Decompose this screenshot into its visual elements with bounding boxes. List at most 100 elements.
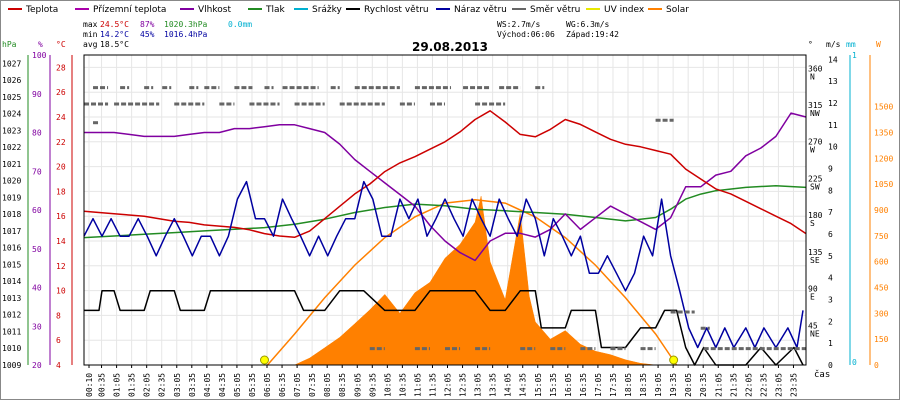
- wind-tick-label: 3: [828, 296, 833, 305]
- time-tick-label: 11:05: [413, 373, 422, 397]
- direction-tick-degrees: 270: [808, 138, 823, 147]
- stats-ws: WS:2.7m/s: [497, 20, 541, 29]
- pressure-tick-label: 1025: [2, 93, 21, 102]
- pressure-tick-label: 1019: [2, 193, 21, 202]
- wind-tick-label: 5: [828, 252, 833, 261]
- direction-tick-degrees: 315: [808, 101, 823, 110]
- solar-tick-label: 1200: [874, 154, 893, 163]
- solar-theoretical-line: [266, 198, 678, 366]
- pressure-tick-label: 1022: [2, 143, 21, 152]
- time-tick-label: 01:35: [128, 373, 137, 397]
- legend-label: Srážky: [312, 5, 343, 15]
- time-tick-label: 12:35: [459, 373, 468, 397]
- pressure-tick-label: 1014: [2, 277, 21, 286]
- time-tick-label: 07:05: [293, 373, 302, 397]
- direction-tick-name: SW: [810, 182, 820, 191]
- time-tick-label: 19:05: [654, 373, 663, 397]
- time-tick-label: 00:10: [85, 373, 94, 397]
- wind-tick-label: 13: [828, 77, 838, 86]
- humidity-tick-label: 20: [32, 361, 42, 370]
- time-tick-label: 09:35: [368, 373, 377, 397]
- solar-tick-label: 600: [874, 258, 889, 267]
- time-tick-label: 03:05: [173, 373, 182, 397]
- direction-tick-degrees: 45: [808, 321, 818, 330]
- stats-max-temp: 24.5°C: [100, 20, 129, 29]
- wind-tick-label: 4: [828, 274, 833, 283]
- solar-tick-label: 1350: [874, 129, 893, 138]
- stats-sunset: Západ:19:42: [566, 30, 619, 39]
- direction-tick-degrees: 360: [808, 64, 823, 73]
- legend-label: Rychlost větru: [364, 5, 429, 15]
- temperature-tick-label: 6: [56, 336, 61, 345]
- time-tick-label: 21:35: [729, 373, 738, 397]
- wind-tick-label: 6: [828, 230, 833, 239]
- solar-tick-label: 1050: [874, 180, 893, 189]
- temperature-tick-label: 12: [56, 262, 66, 271]
- direction-tick-degrees: 90: [808, 285, 818, 294]
- time-tick-label: 17:05: [594, 373, 603, 397]
- pressure-tick-label: 1009: [2, 361, 21, 370]
- time-tick-label: 06:05: [263, 373, 272, 397]
- wind-tick-label: 7: [828, 208, 833, 217]
- temperature-tick-label: 18: [56, 187, 66, 196]
- line-series: [83, 110, 807, 366]
- time-tick-label: 00:35: [98, 373, 107, 397]
- time-tick-label: 10:05: [383, 373, 392, 397]
- pressure-tick-label: 1024: [2, 110, 21, 119]
- legend-label: Náraz větru: [454, 5, 507, 15]
- stats-min-label: min: [83, 30, 98, 39]
- solar-tick-label: 900: [874, 206, 889, 215]
- pressure-tick-label: 1013: [2, 294, 21, 303]
- time-tick-label: 13:35: [489, 373, 498, 397]
- time-tick-label: 23:35: [789, 373, 798, 397]
- humidity-axis-unit: %: [38, 40, 43, 49]
- pressure-line: [83, 184, 807, 239]
- direction-tick-name: E: [810, 293, 815, 302]
- rain-tick-label: 1: [852, 51, 857, 60]
- wind-tick-label: 9: [828, 165, 833, 174]
- time-tick-label: 17:35: [609, 373, 618, 397]
- uv-marker: [260, 355, 269, 365]
- humidity-tick-label: 30: [32, 322, 42, 331]
- humidity-line: [84, 112, 807, 262]
- stats-min-press: 1016.4hPa: [164, 30, 208, 39]
- wind-tick-label: 14: [828, 55, 838, 64]
- time-tick-label: 01:05: [113, 373, 122, 397]
- chart-title: 29.08.2013: [412, 40, 488, 54]
- pressure-axis-unit: hPa: [2, 40, 17, 49]
- pressure-tick-label: 1026: [2, 76, 21, 85]
- humidity-tick-label: 100: [32, 51, 47, 60]
- uv-markers: [260, 355, 679, 365]
- pressure-tick-label: 1015: [2, 260, 21, 269]
- stats-wg: WG:6.3m/s: [566, 20, 610, 29]
- solar-tick-label: 0: [874, 361, 879, 370]
- pressure-tick-label: 1027: [2, 59, 21, 68]
- time-tick-label: 02:05: [143, 373, 152, 397]
- wind-direction-series: [84, 86, 806, 351]
- time-tick-label: 22:35: [759, 373, 768, 397]
- temperature-tick-label: 22: [56, 138, 66, 147]
- temperature-tick-label: 16: [56, 212, 66, 221]
- header: 29.08.2013 max 24.5°C 87% 1020.3hPa 0.0m…: [83, 20, 619, 54]
- pressure-tick-label: 1018: [2, 210, 21, 219]
- legend-label: Přízemní teplota: [93, 5, 166, 15]
- time-tick-label: 16:35: [579, 373, 588, 397]
- direction-tick-name: NW: [810, 109, 820, 118]
- direction-tick-name: S: [810, 219, 815, 228]
- direction-tick-name: NE: [810, 329, 820, 338]
- time-tick-label: 07:35: [308, 373, 317, 397]
- time-tick-label: 19:35: [669, 373, 678, 397]
- time-tick-label: 15:35: [549, 373, 558, 397]
- time-tick-label: 14:05: [504, 373, 513, 397]
- rain-axis-unit: mm: [846, 40, 856, 49]
- humidity-tick-label: 90: [32, 90, 42, 99]
- temperature-tick-label: 8: [56, 311, 61, 320]
- temperature-tick-label: 26: [56, 88, 66, 97]
- wind-tick-label: 2: [828, 317, 833, 326]
- wind-tick-label: 12: [828, 99, 838, 108]
- temperature-tick-label: 14: [56, 237, 66, 246]
- direction-tick-degrees: 135: [808, 248, 823, 257]
- stats-avg-temp: 18.5°C: [100, 40, 129, 49]
- pressure-tick-label: 1012: [2, 311, 21, 320]
